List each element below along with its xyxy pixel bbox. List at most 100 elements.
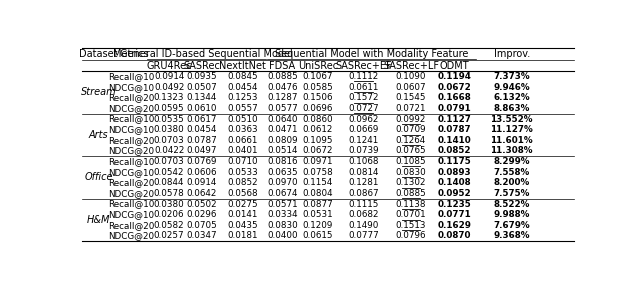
Text: 0.0867: 0.0867 [348,189,379,198]
Text: 0.0701: 0.0701 [396,210,426,219]
Text: 0.0585: 0.0585 [303,83,333,92]
Text: 7.679%: 7.679% [493,221,530,230]
Text: 0.0595: 0.0595 [154,104,184,113]
Text: 0.0765: 0.0765 [396,146,426,155]
Text: 0.0703: 0.0703 [154,157,184,166]
Text: 0.0642: 0.0642 [186,189,217,198]
Text: 7.558%: 7.558% [493,168,530,177]
Text: 0.1068: 0.1068 [348,157,379,166]
Text: 0.0796: 0.0796 [396,232,426,240]
Text: 0.0971: 0.0971 [303,157,333,166]
Text: 11.308%: 11.308% [490,146,533,155]
Text: 8.200%: 8.200% [493,178,530,187]
Text: 0.1253: 0.1253 [227,93,258,102]
Text: 0.0257: 0.0257 [154,232,184,240]
Text: 0.0582: 0.0582 [154,221,184,230]
Text: Dataset: Dataset [79,49,118,59]
Text: 0.0777: 0.0777 [348,232,379,240]
Text: 0.0914: 0.0914 [154,72,184,81]
Text: 0.0674: 0.0674 [267,189,298,198]
Text: 0.0914: 0.0914 [186,178,217,187]
Text: 0.0787: 0.0787 [438,125,471,134]
Text: 0.1410: 0.1410 [438,136,471,145]
Text: 0.0682: 0.0682 [348,210,379,219]
Text: 0.0454: 0.0454 [227,83,258,92]
Text: 0.0845: 0.0845 [227,72,258,81]
Text: 0.0296: 0.0296 [186,210,217,219]
Text: 0.0347: 0.0347 [186,232,217,240]
Text: Recall@20: Recall@20 [108,178,154,187]
Text: 0.0497: 0.0497 [186,146,217,155]
Text: NDCG@20: NDCG@20 [108,146,154,155]
Text: 0.1090: 0.1090 [396,72,426,81]
Text: 0.0860: 0.0860 [303,114,333,124]
Text: 0.0510: 0.0510 [227,114,258,124]
Text: 0.0533: 0.0533 [227,168,258,177]
Text: Recall@10: Recall@10 [108,114,154,124]
Text: 0.0885: 0.0885 [396,189,426,198]
Text: 0.0400: 0.0400 [267,232,298,240]
Text: 0.0952: 0.0952 [438,189,471,198]
Text: 0.0557: 0.0557 [227,104,258,113]
Text: NDCG@10: NDCG@10 [108,83,154,92]
Text: 7.373%: 7.373% [493,72,530,81]
Text: 0.0992: 0.0992 [396,114,426,124]
Text: 0.1281: 0.1281 [348,178,379,187]
Text: 0.1344: 0.1344 [186,93,217,102]
Text: 0.1572: 0.1572 [348,93,379,102]
Text: 0.0571: 0.0571 [267,199,298,208]
Text: 0.0615: 0.0615 [303,232,333,240]
Text: 0.0661: 0.0661 [228,136,258,145]
Text: NDCG@10: NDCG@10 [108,125,154,134]
Text: 8.299%: 8.299% [493,157,530,166]
Text: 0.0610: 0.0610 [186,104,217,113]
Text: 11.601%: 11.601% [490,136,533,145]
Text: 0.1067: 0.1067 [303,72,333,81]
Text: Recall@10: Recall@10 [108,157,154,166]
Text: NDCG@20: NDCG@20 [108,189,154,198]
Text: SASRec+EF: SASRec+EF [335,61,392,71]
Text: 0.1194: 0.1194 [437,72,471,81]
Text: 0.1408: 0.1408 [438,178,471,187]
Text: 0.0721: 0.0721 [396,104,426,113]
Text: 0.0471: 0.0471 [267,125,298,134]
Text: 0.0476: 0.0476 [267,83,298,92]
Text: 0.0181: 0.0181 [227,232,258,240]
Text: H&M: H&M [87,215,110,225]
Text: General ID-based Sequential Model: General ID-based Sequential Model [120,49,293,59]
Text: 0.0870: 0.0870 [438,232,471,240]
Text: NextItNet: NextItNet [220,61,266,71]
Text: Stream: Stream [81,88,116,98]
Text: 0.0617: 0.0617 [186,114,217,124]
Text: 0.0709: 0.0709 [396,125,426,134]
Text: 0.0885: 0.0885 [267,72,298,81]
Text: 8.522%: 8.522% [493,199,530,208]
Text: Recall@20: Recall@20 [108,93,154,102]
Text: 0.0804: 0.0804 [303,189,333,198]
Text: 0.1112: 0.1112 [349,72,379,81]
Text: 0.0422: 0.0422 [154,146,184,155]
Text: SASRec+LF: SASRec+LF [383,61,439,71]
Text: 0.1241: 0.1241 [349,136,379,145]
Text: 0.0769: 0.0769 [186,157,217,166]
Text: 0.0669: 0.0669 [348,125,379,134]
Text: Improv.: Improv. [493,49,530,59]
Text: 0.0935: 0.0935 [186,72,217,81]
Text: 0.0962: 0.0962 [348,114,379,124]
Text: 0.0141: 0.0141 [228,210,258,219]
Text: 0.0739: 0.0739 [348,146,379,155]
Text: 0.1287: 0.1287 [267,93,298,102]
Text: 0.1490: 0.1490 [348,221,379,230]
Text: 0.0606: 0.0606 [186,168,217,177]
Text: 7.575%: 7.575% [493,189,530,198]
Text: 0.1513: 0.1513 [396,221,426,230]
Text: NDCG@20: NDCG@20 [108,232,154,240]
Text: Recall@10: Recall@10 [108,72,154,81]
Text: 0.0435: 0.0435 [227,221,258,230]
Text: 0.0771: 0.0771 [438,210,471,219]
Text: 0.1095: 0.1095 [303,136,333,145]
Text: 0.0830: 0.0830 [396,168,426,177]
Text: 0.0852: 0.0852 [438,146,471,155]
Text: ODMT: ODMT [440,61,469,71]
Text: FDSA: FDSA [269,61,295,71]
